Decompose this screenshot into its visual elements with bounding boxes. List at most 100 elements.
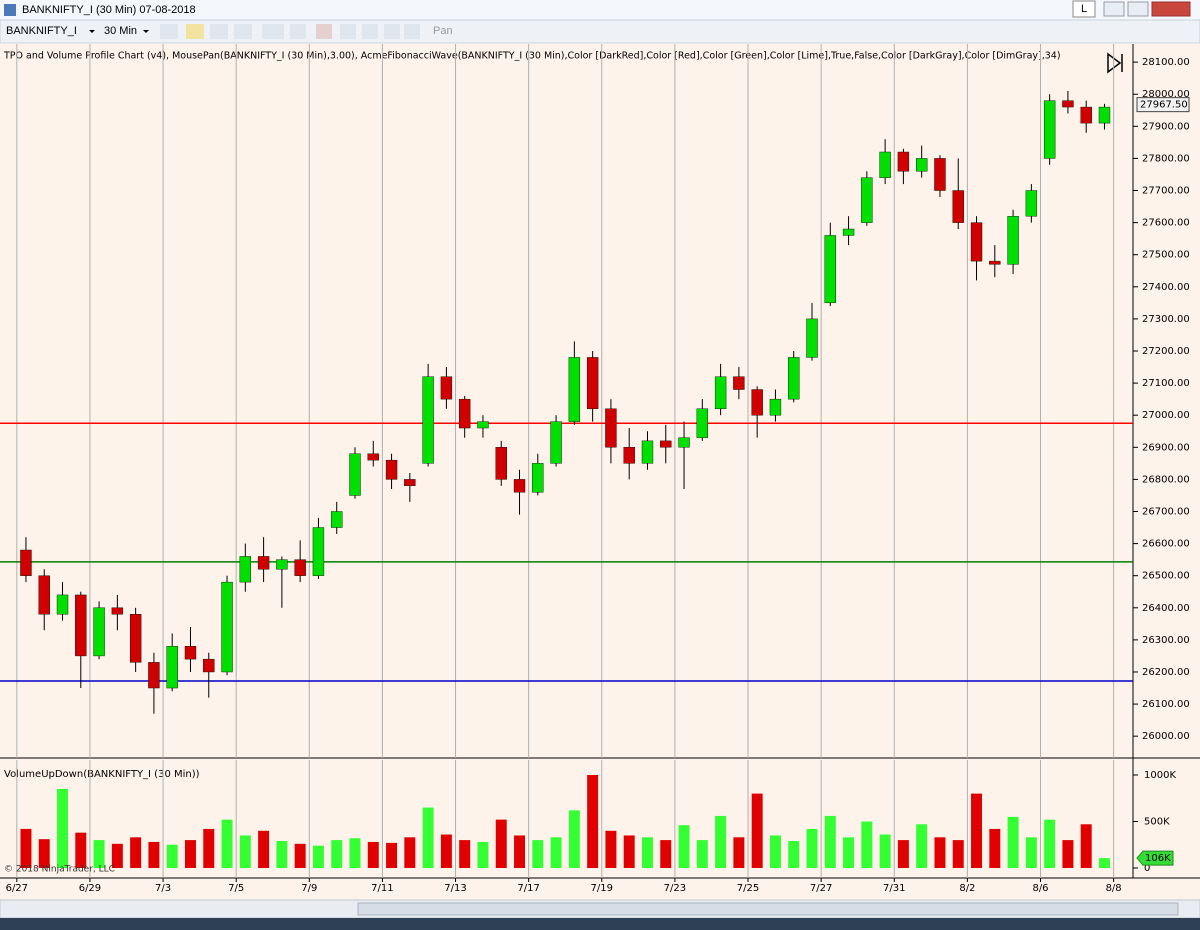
candle-body bbox=[1098, 106, 1111, 124]
pan-button[interactable]: Pan bbox=[433, 25, 453, 37]
crosshair-button[interactable] bbox=[262, 24, 284, 39]
candle-body bbox=[1043, 100, 1056, 159]
tool-button[interactable] bbox=[384, 24, 400, 39]
volume-bar bbox=[952, 840, 964, 868]
candle-body bbox=[276, 559, 288, 570]
x-tick-label: 6/27 bbox=[6, 883, 28, 894]
candle-body bbox=[696, 408, 709, 438]
volume-bar bbox=[477, 841, 489, 868]
y-tick-label: 26500.00 bbox=[1142, 571, 1190, 582]
volume-bar bbox=[733, 837, 745, 868]
y-tick-label: 27300.00 bbox=[1142, 314, 1190, 325]
volume-bar bbox=[1007, 816, 1019, 868]
candle-body bbox=[184, 646, 197, 660]
title-bar bbox=[0, 0, 1200, 20]
volume-bar bbox=[1080, 824, 1092, 868]
candle-body bbox=[148, 662, 160, 689]
scrollbar-thumb[interactable] bbox=[357, 902, 1179, 916]
dropdown-arrow bbox=[143, 30, 149, 33]
tool-button[interactable] bbox=[316, 24, 332, 39]
last-volume-pointer bbox=[1136, 850, 1174, 866]
close-button[interactable] bbox=[1151, 1, 1191, 17]
interval-selector[interactable]: 30 Min bbox=[104, 25, 137, 37]
candle-body bbox=[1080, 106, 1092, 124]
volume-bar bbox=[843, 837, 855, 868]
volume-bar bbox=[1062, 840, 1074, 868]
volume-bar bbox=[349, 838, 361, 868]
candle-body bbox=[111, 607, 124, 615]
candle-body bbox=[897, 151, 910, 172]
volume-bar bbox=[148, 841, 160, 868]
volume-bar bbox=[568, 810, 580, 868]
y-tick-label: 26100.00 bbox=[1142, 699, 1190, 710]
x-tick-label: 7/19 bbox=[591, 883, 613, 894]
volume-bar bbox=[422, 807, 434, 868]
y-tick-label: 1000K bbox=[1144, 770, 1176, 781]
volume-bar bbox=[861, 821, 873, 868]
app-icon bbox=[4, 4, 16, 16]
y-tick-label: 26900.00 bbox=[1142, 442, 1190, 453]
last-price-box bbox=[1136, 97, 1190, 113]
candle-body bbox=[842, 228, 855, 236]
candle-body bbox=[824, 235, 836, 304]
volume-bar bbox=[75, 832, 87, 868]
volume-bar bbox=[824, 815, 836, 868]
y-tick-label: 27400.00 bbox=[1142, 282, 1190, 293]
link-button-label: L bbox=[1081, 3, 1087, 15]
candle-body bbox=[934, 158, 946, 191]
candle-body bbox=[751, 389, 763, 416]
window-title: BANKNIFTY_I (30 Min) 07-08-2018 bbox=[22, 4, 196, 16]
volume-bar bbox=[294, 843, 306, 868]
tool-button[interactable] bbox=[234, 24, 252, 39]
restore-button[interactable] bbox=[1127, 1, 1149, 17]
tool-button[interactable] bbox=[404, 24, 420, 39]
volume-bar bbox=[111, 843, 123, 868]
y-tick-label: 28100.00 bbox=[1142, 57, 1190, 68]
tool-button[interactable] bbox=[362, 24, 378, 39]
tool-button[interactable] bbox=[210, 24, 228, 39]
candle-body bbox=[1025, 190, 1038, 217]
volume-bar bbox=[514, 835, 526, 868]
candle-body bbox=[678, 437, 690, 448]
instrument-selector[interactable]: BANKNIFTY_I bbox=[6, 25, 77, 37]
price-pane-title: TPO and Volume Profile Chart (v4), Mouse… bbox=[3, 51, 1061, 62]
candle-body bbox=[641, 440, 654, 464]
x-tick-label: 7/23 bbox=[664, 883, 686, 894]
link-button[interactable] bbox=[1072, 0, 1096, 18]
candle-body bbox=[331, 511, 343, 528]
candle-body bbox=[788, 357, 800, 400]
volume-bar bbox=[57, 788, 69, 868]
volume-bar bbox=[806, 828, 818, 868]
zoom-button[interactable] bbox=[290, 24, 306, 39]
volume-bar bbox=[934, 837, 946, 868]
toolbar bbox=[0, 19, 1200, 44]
candle-body bbox=[294, 559, 306, 576]
copyright: © 2018 NinjaTrader, LLC bbox=[4, 865, 115, 875]
y-tick-label: 28000.00 bbox=[1142, 89, 1190, 100]
volume-bar bbox=[20, 828, 32, 868]
volume-bar bbox=[532, 840, 544, 868]
y-tick-label: 27600.00 bbox=[1142, 218, 1190, 229]
volume-bar bbox=[696, 840, 708, 868]
candle-body bbox=[989, 260, 1001, 265]
y-tick-label: 27700.00 bbox=[1142, 186, 1190, 197]
y-tick-label: 27200.00 bbox=[1142, 346, 1190, 357]
volume-bar bbox=[367, 841, 379, 868]
volume-bar bbox=[641, 837, 653, 868]
bar-type-button[interactable] bbox=[160, 24, 178, 39]
candle-body bbox=[586, 357, 599, 409]
candle-body bbox=[129, 614, 142, 663]
tool-button[interactable] bbox=[340, 24, 356, 39]
candle-body bbox=[221, 581, 233, 673]
x-tick-label: 7/17 bbox=[517, 883, 539, 894]
volume-bar bbox=[38, 839, 50, 868]
volume-bar bbox=[897, 840, 909, 868]
volume-bar bbox=[550, 837, 562, 868]
minimize-button[interactable] bbox=[1103, 1, 1125, 17]
drawing-tool-button[interactable] bbox=[186, 24, 204, 39]
y-tick-label: 26600.00 bbox=[1142, 539, 1190, 550]
volume-bar bbox=[660, 840, 672, 868]
volume-bar bbox=[623, 835, 635, 868]
x-tick-label: 7/13 bbox=[444, 883, 466, 894]
x-tick-label: 7/3 bbox=[155, 883, 171, 894]
